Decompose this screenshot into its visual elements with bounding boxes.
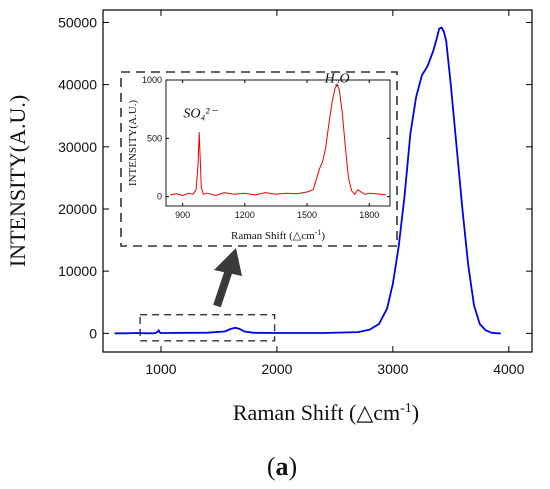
- inset-tick-marks: [166, 79, 390, 206]
- y-tick-label: 40000: [58, 77, 97, 93]
- x-tick-label: 4000: [493, 361, 524, 377]
- inset-tick-labels: 900 1200 1500 1800 0 500 1000: [142, 75, 379, 220]
- y-tick-label: 30000: [58, 139, 97, 155]
- inset-series-group: [170, 84, 386, 196]
- x-tick-label: 1000: [145, 361, 176, 377]
- main-series-group: [114, 26, 501, 335]
- series-line: [114, 26, 501, 335]
- y-tick-label: 0: [157, 192, 162, 202]
- main-tick-marks: [103, 10, 532, 352]
- main-tick-labels: 1000 2000 3000 4000010000200003000040000500…: [58, 14, 525, 377]
- peak-annotation: SO₄²⁻: [183, 106, 218, 121]
- main-x-axis-title: Raman Shift (△cm-1): [233, 400, 419, 425]
- x-tick-label: 3000: [377, 361, 408, 377]
- x-tick-label: 2000: [261, 361, 292, 377]
- y-tick-label: 50000: [58, 14, 97, 30]
- y-tick-label: 1000: [142, 75, 162, 85]
- inset-x-axis-title: Raman Shift (△cm-1): [231, 228, 325, 242]
- x-tick-label: 1800: [359, 210, 379, 220]
- y-tick-label: 0: [89, 325, 97, 341]
- main-plot-frame: [102, 9, 533, 353]
- zoom-region-box: [139, 313, 276, 342]
- x-tick-label: 1500: [297, 210, 317, 220]
- main-y-axis-title: INTENSITY(A.U.): [5, 95, 30, 267]
- series-line: [170, 84, 386, 196]
- inset-annotations: SO₄²⁻ H₂O: [183, 71, 349, 121]
- inset-plot-frame: [165, 79, 391, 207]
- y-tick-label: 20000: [58, 201, 97, 217]
- inset-dashed-border: [120, 71, 398, 247]
- y-tick-label: 500: [147, 133, 162, 143]
- x-tick-label: 900: [175, 210, 190, 220]
- peak-annotation: H₂O: [324, 71, 350, 86]
- inset-y-axis-title: INTENSITY(A.U.): [127, 100, 139, 186]
- zoom-arrow-shaft: [213, 268, 233, 308]
- zoom-arrow: [213, 248, 242, 308]
- x-tick-label: 1200: [235, 210, 255, 220]
- y-tick-label: 10000: [58, 263, 97, 279]
- panel-label: (a): [267, 452, 297, 481]
- zoom-arrow-head: [214, 248, 242, 276]
